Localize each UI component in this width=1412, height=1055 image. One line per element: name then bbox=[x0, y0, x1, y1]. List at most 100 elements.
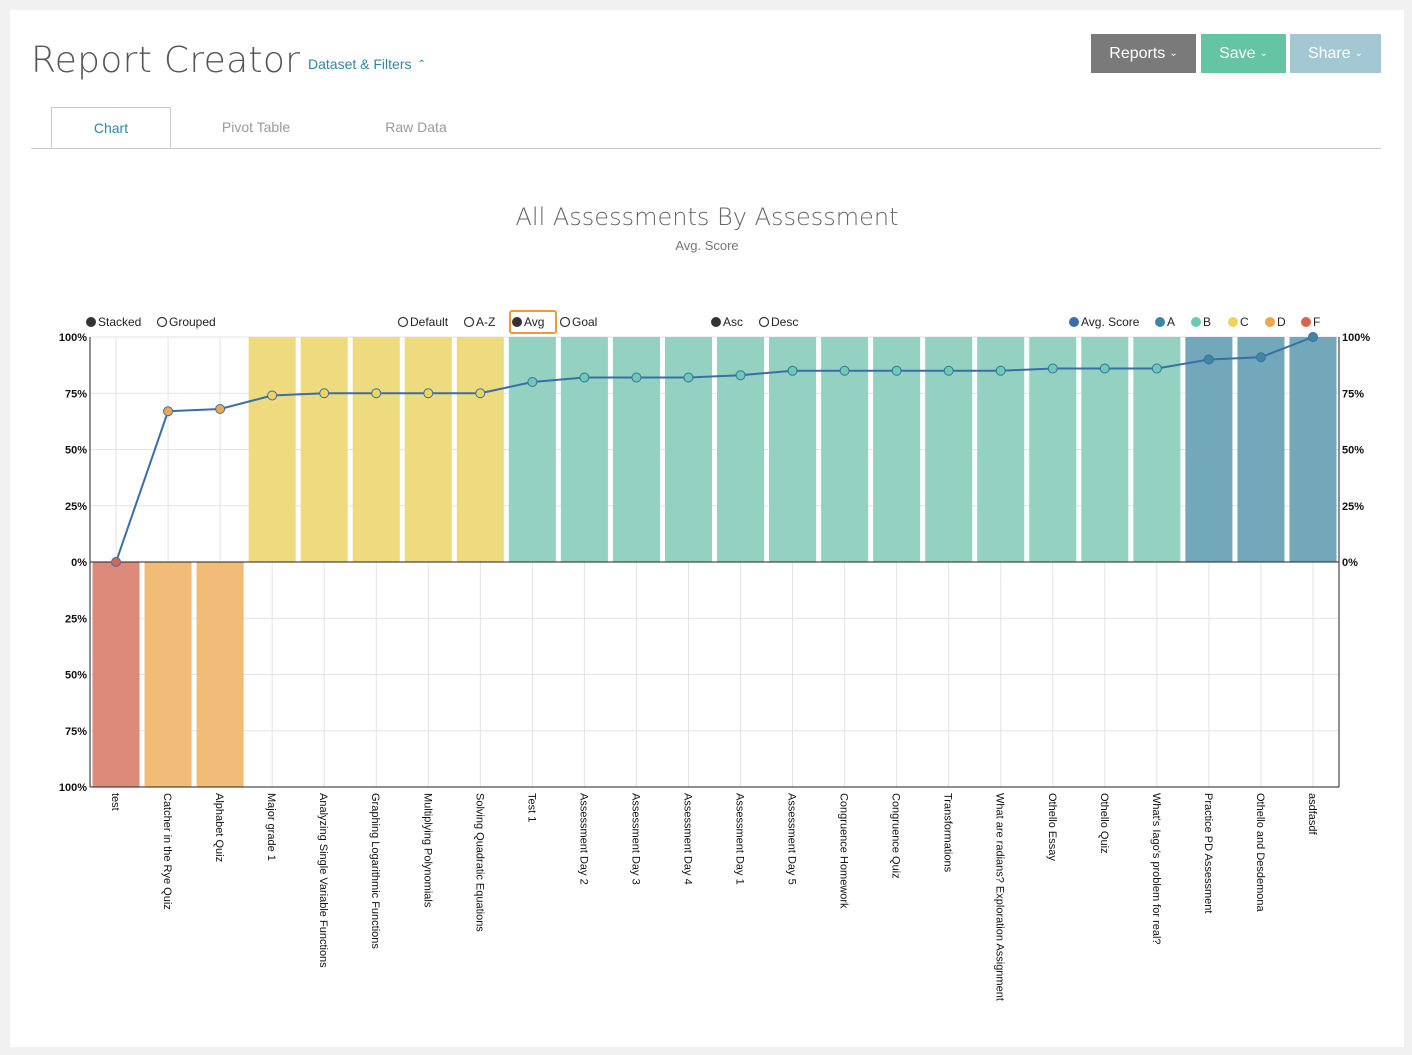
bar-A bbox=[1185, 337, 1233, 562]
category-label: Othello and Desdemona bbox=[1254, 793, 1266, 913]
radio-label: Goal bbox=[572, 315, 597, 329]
share-button[interactable]: Share ⌄ bbox=[1290, 34, 1381, 73]
y-tick-label-left: 50% bbox=[65, 670, 87, 682]
y-tick-label-left: 50% bbox=[65, 445, 87, 457]
bar-B bbox=[508, 337, 556, 562]
avg-score-point bbox=[579, 372, 590, 383]
radio-grouped[interactable]: Grouped bbox=[156, 315, 216, 329]
avg-score-point bbox=[111, 557, 122, 567]
tab-chart[interactable]: Chart bbox=[51, 107, 171, 148]
y-tick-label-right: 50% bbox=[1342, 445, 1364, 457]
legend-swatch bbox=[1155, 317, 1165, 327]
y-tick-label-right: 0% bbox=[1342, 557, 1358, 569]
radio-label: Avg bbox=[524, 315, 544, 329]
chart: 100% 100% 75% 75% 50% 50% 25% 25% 0% 0% 25% 50% 75% 1… bbox=[59, 310, 1370, 1001]
radio-label: Default bbox=[410, 315, 449, 329]
bar-A bbox=[1237, 337, 1285, 562]
avg-score-point bbox=[683, 372, 694, 383]
category-label: Assessment Day 4 bbox=[681, 793, 693, 885]
category-label: Catcher in the Rye Quiz bbox=[161, 793, 173, 910]
save-button[interactable]: Save ⌄ bbox=[1201, 34, 1286, 73]
y-tick-label-left: 25% bbox=[65, 501, 87, 513]
bar-B bbox=[1081, 337, 1129, 562]
category-label: Analyzing Single Variable Functions bbox=[317, 793, 329, 968]
avg-score-point bbox=[215, 404, 226, 414]
avg-score-point bbox=[371, 388, 382, 399]
bar-D bbox=[144, 562, 192, 787]
y-tick-label-left: 100% bbox=[59, 782, 87, 794]
avg-score-point bbox=[1151, 363, 1162, 374]
radio-label: Grouped bbox=[169, 315, 216, 329]
bar-C bbox=[300, 337, 348, 562]
legend-label: D bbox=[1277, 315, 1286, 329]
category-label: test bbox=[109, 793, 121, 811]
bar-B bbox=[1133, 337, 1181, 562]
bar-C bbox=[352, 337, 400, 562]
category-label: Graphing Logarithmic Functions bbox=[369, 793, 381, 949]
legend-item-f[interactable]: F bbox=[1301, 315, 1320, 329]
dataset-filters-label: Dataset & Filters bbox=[308, 56, 412, 72]
legend-item-avg-score[interactable]: Avg. Score bbox=[1069, 315, 1140, 329]
reports-button-label: Reports bbox=[1109, 44, 1166, 62]
save-button-label: Save bbox=[1219, 44, 1256, 62]
radio-label: A-Z bbox=[476, 315, 495, 329]
legend-swatch bbox=[1301, 317, 1311, 327]
chart-subtitle: Avg. Score bbox=[675, 238, 739, 253]
radio-asc[interactable]: Asc bbox=[711, 315, 743, 329]
radio-label: Asc bbox=[723, 315, 743, 329]
radio-stacked[interactable]: Stacked bbox=[86, 315, 141, 329]
legend-item-a[interactable]: A bbox=[1155, 315, 1175, 329]
y-tick-label-right: 100% bbox=[1342, 332, 1370, 344]
tab-raw-data[interactable]: Raw Data bbox=[385, 119, 447, 135]
radio-selected-icon bbox=[711, 317, 721, 327]
category-label: Major grade 1 bbox=[265, 793, 277, 861]
report-card: Report Creator Dataset & Filters ⌃ Report… bbox=[10, 10, 1404, 1047]
category-label: Congruence Quiz bbox=[890, 793, 902, 879]
bar-B bbox=[560, 337, 608, 562]
legend-item-b[interactable]: B bbox=[1191, 315, 1211, 329]
category-label: What's Iago's problem for real? bbox=[1150, 793, 1162, 945]
selected-sort-highlight bbox=[509, 310, 557, 334]
radio-desc[interactable]: Desc bbox=[758, 315, 799, 329]
radio-avg[interactable]: Avg bbox=[509, 310, 557, 334]
category-label: Transformations bbox=[942, 793, 954, 873]
category-label: Alphabet Quiz bbox=[213, 793, 225, 862]
radio-unselected-icon bbox=[156, 316, 168, 328]
category-label: Assessment Day 5 bbox=[786, 793, 798, 885]
radio-label: Desc bbox=[771, 315, 798, 329]
bar-C bbox=[456, 337, 504, 562]
avg-score-point bbox=[1099, 363, 1110, 374]
category-label: Assessment Day 2 bbox=[577, 793, 589, 885]
dataset-filters-link[interactable]: Dataset & Filters ⌃ bbox=[308, 56, 426, 72]
tab-pivot-table[interactable]: Pivot Table bbox=[221, 119, 291, 135]
chevron-down-icon: ⌄ bbox=[1169, 48, 1178, 59]
radio-default[interactable]: Default bbox=[397, 315, 449, 329]
category-label: Assessment Day 1 bbox=[734, 793, 746, 885]
y-tick-label-left: 75% bbox=[65, 726, 87, 738]
avg-score-point bbox=[527, 377, 538, 387]
chevron-up-icon: ⌃ bbox=[417, 59, 426, 70]
bar-B bbox=[664, 337, 712, 562]
reports-button[interactable]: Reports ⌄ bbox=[1091, 34, 1196, 73]
avg-score-point bbox=[943, 365, 954, 376]
bar-B bbox=[1029, 337, 1077, 562]
legend-label: B bbox=[1203, 315, 1211, 329]
y-tick-label-right: 25% bbox=[1342, 501, 1364, 513]
radio-unselected-icon bbox=[397, 316, 409, 328]
legend-item-c[interactable]: C bbox=[1228, 315, 1249, 329]
radio-a-z[interactable]: A-Z bbox=[463, 315, 496, 329]
avg-score-point bbox=[891, 365, 902, 376]
chevron-down-icon: ⌄ bbox=[1354, 48, 1364, 59]
legend-item-d[interactable]: D bbox=[1265, 315, 1286, 329]
radio-unselected-icon bbox=[463, 316, 475, 328]
radio-goal[interactable]: Goal bbox=[559, 315, 598, 329]
y-tick-label-left: 100% bbox=[59, 332, 87, 344]
avg-score-point bbox=[787, 365, 798, 376]
y-tick-label-left: 25% bbox=[65, 613, 87, 625]
avg-score-point bbox=[163, 406, 174, 417]
category-label: Othello Essay bbox=[1046, 793, 1058, 861]
bar-C bbox=[404, 337, 452, 562]
category-label: Solving Quadratic Equations bbox=[473, 793, 485, 932]
share-button-label: Share bbox=[1307, 44, 1351, 62]
legend-label: Avg. Score bbox=[1081, 315, 1140, 329]
